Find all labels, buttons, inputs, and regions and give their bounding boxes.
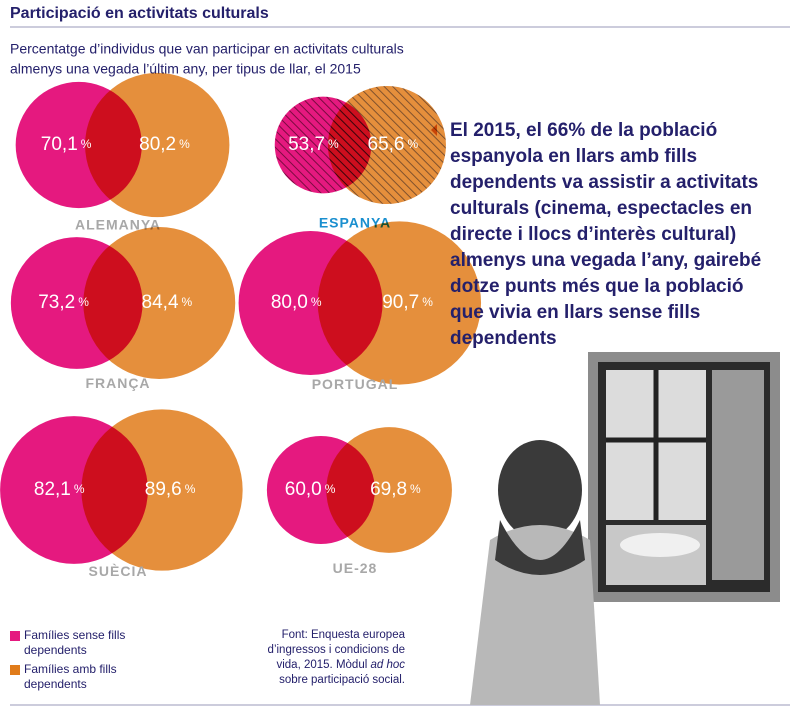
value-label: 60,0% — [285, 479, 336, 500]
illustration — [470, 352, 780, 705]
category-label: ALEMANYA — [75, 217, 161, 233]
value-label: 53,7% — [288, 134, 339, 155]
value-number: 82,1 — [34, 479, 71, 500]
title: Participació en activitats culturals — [10, 5, 269, 22]
overlap-pair: 80,0% 90,7% — [238, 221, 482, 385]
value-number: 80,0 — [271, 292, 308, 313]
value-unit: % — [407, 137, 418, 151]
legend-swatch — [10, 665, 20, 675]
value-label: 80,0% — [271, 292, 322, 313]
value-unit: % — [325, 482, 336, 496]
legend-swatch — [10, 631, 20, 641]
circle — [81, 409, 243, 571]
category-label: PORTUGAL — [312, 376, 399, 392]
value-unit: % — [410, 482, 421, 496]
subtitle: Percentatge d’individus que van particip… — [10, 41, 404, 57]
value-label: 73,2% — [38, 292, 89, 313]
overlap-pair: 82,1% 89,6% — [0, 409, 243, 571]
category-label: SUÈCIA — [89, 563, 148, 579]
value-label: 90,7% — [382, 292, 433, 313]
category-label: FRANÇA — [85, 375, 150, 391]
value-label: 65,6% — [368, 134, 419, 155]
value-number: 73,2 — [38, 292, 75, 313]
value-label: 70,1% — [41, 134, 92, 155]
legend-line: dependents — [24, 677, 87, 691]
legend-label: Famílies amb fills dependents — [24, 662, 117, 691]
source-text: ad hoc — [370, 659, 405, 671]
value-unit: % — [422, 295, 433, 309]
circle — [83, 227, 236, 379]
value-unit: % — [179, 137, 190, 151]
value-number: 69,8 — [370, 479, 407, 500]
overlap-pair: 70,1% 80,2% — [15, 72, 230, 218]
value-label: 69,8% — [370, 479, 421, 500]
source-text: Font: Enquesta europea d’ingressos i con… — [267, 629, 405, 671]
legend-line: dependents — [24, 643, 87, 657]
circle — [326, 427, 452, 553]
circle — [327, 85, 446, 205]
value-number: 80,2 — [139, 134, 176, 155]
category-label: UE-28 — [333, 560, 378, 576]
value-number: 84,4 — [142, 292, 179, 313]
value-label: 89,6% — [145, 479, 196, 500]
value-label: 84,4% — [142, 292, 193, 313]
value-number: 65,6 — [368, 134, 405, 155]
value-unit: % — [74, 482, 85, 496]
callout: El 2015, el 66% de la població espanyola… — [450, 120, 762, 349]
value-number: 70,1 — [41, 134, 78, 155]
value-unit: % — [81, 137, 92, 151]
value-unit: % — [78, 295, 89, 309]
circle — [85, 72, 230, 218]
source: Font: Enquesta europea d’ingressos i con… — [255, 628, 405, 688]
legend-label: Famílies sense fills dependents — [24, 628, 125, 657]
value-label: 80,2% — [139, 134, 190, 155]
value-unit: % — [185, 482, 196, 496]
value-number: 53,7 — [288, 134, 325, 155]
value-unit: % — [328, 137, 339, 151]
circle — [317, 221, 482, 385]
source-text: sobre participació social. — [279, 674, 405, 686]
legend-line: Famílies amb fills — [24, 662, 117, 676]
value-number: 60,0 — [285, 479, 322, 500]
value-number: 89,6 — [145, 479, 182, 500]
legend-line: Famílies sense fills — [24, 628, 125, 642]
value-label: 82,1% — [34, 479, 85, 500]
overlap-pair: 73,2% 84,4% — [10, 227, 236, 379]
value-unit: % — [182, 295, 193, 309]
overlap-pair: 60,0% 69,8% — [266, 427, 452, 553]
subtitle: almenys una vegada l’últim any, per tipu… — [10, 61, 361, 77]
overlap-pair: 53,7% 65,6% — [274, 85, 446, 205]
value-number: 90,7 — [382, 292, 419, 313]
value-unit: % — [311, 295, 322, 309]
